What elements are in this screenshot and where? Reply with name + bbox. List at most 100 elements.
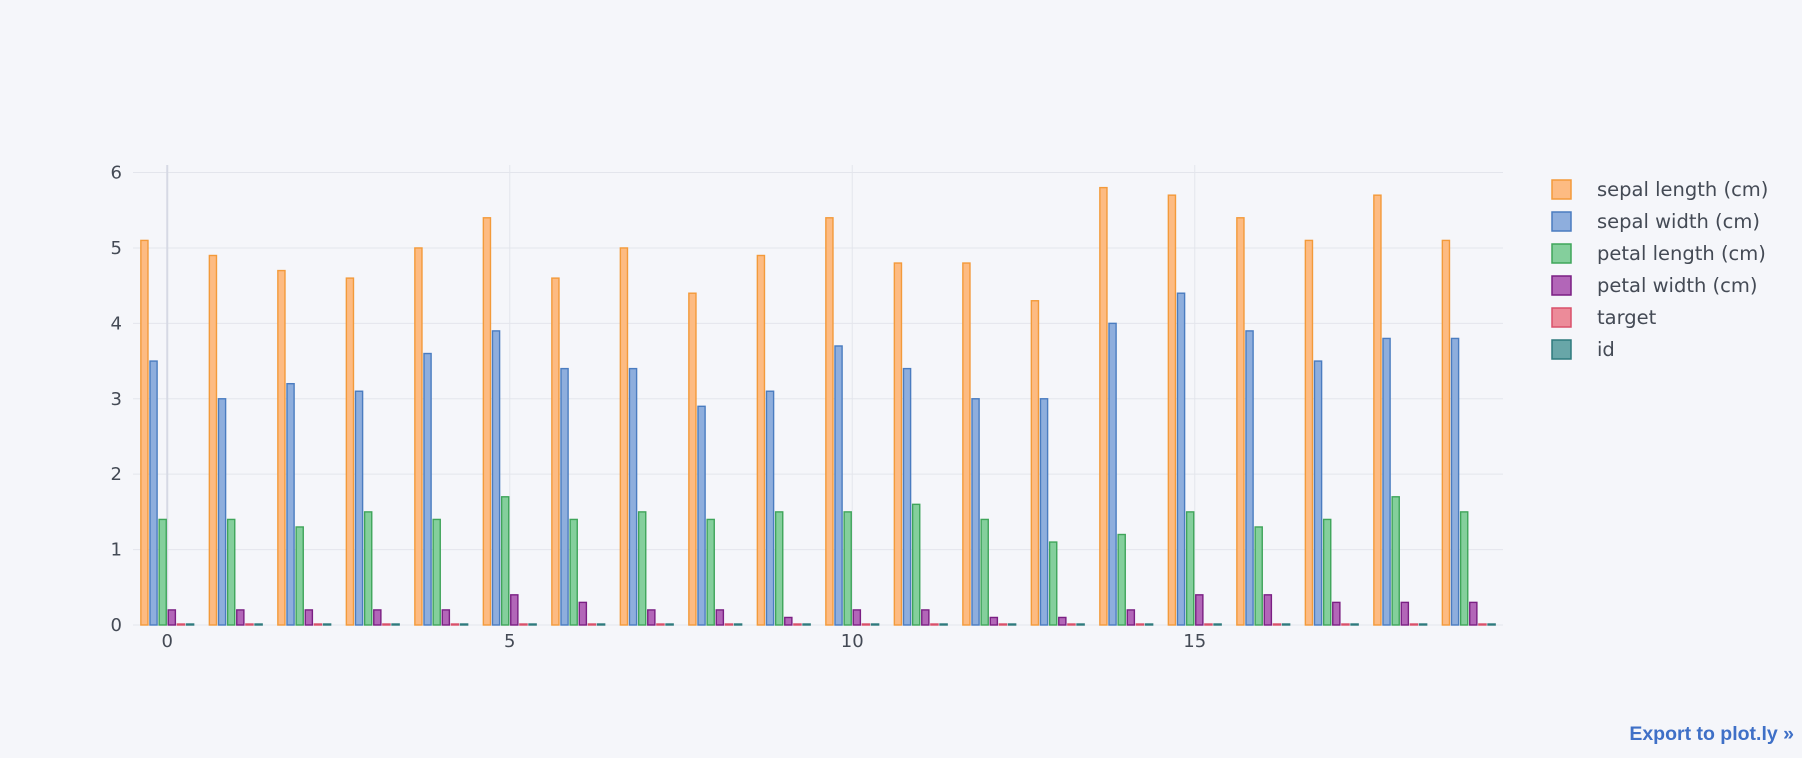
bar <box>500 496 510 626</box>
bar <box>1067 623 1076 626</box>
bar <box>1332 601 1341 626</box>
bar <box>628 367 638 626</box>
bar <box>1459 511 1469 626</box>
bar <box>208 254 218 626</box>
bar <box>1469 601 1478 626</box>
bar <box>1204 623 1213 626</box>
y-tick-label: 1 <box>111 540 122 561</box>
bar <box>930 623 939 626</box>
bar <box>596 623 606 626</box>
bar <box>149 360 158 626</box>
legend-swatch <box>1551 275 1572 296</box>
bar <box>226 518 236 626</box>
bar <box>688 292 697 626</box>
bar <box>1487 623 1496 626</box>
bar <box>354 390 364 626</box>
bar <box>441 609 451 626</box>
bar <box>1341 623 1350 626</box>
bar <box>1478 623 1487 626</box>
bar <box>921 609 930 626</box>
y-tick-label: 3 <box>111 389 122 410</box>
bar <box>1048 541 1058 626</box>
legend-swatch <box>1551 243 1572 264</box>
bar <box>665 623 674 626</box>
y-tick-label: 5 <box>111 238 122 259</box>
bar <box>1126 609 1136 626</box>
bar <box>1058 616 1067 626</box>
bar <box>939 623 948 626</box>
bar <box>724 623 734 626</box>
bar <box>1213 623 1222 626</box>
bar <box>482 217 492 626</box>
y-axis-ticks: 0 1 2 3 4 5 6 <box>111 163 122 636</box>
bar <box>528 623 537 626</box>
bar <box>1263 594 1273 626</box>
x-gridlines <box>166 165 1196 625</box>
bar <box>733 623 743 626</box>
x-tick-label: 15 <box>1183 631 1206 652</box>
bar <box>774 511 784 626</box>
bar <box>363 511 373 626</box>
bar <box>578 601 588 626</box>
y-tick-label: 2 <box>111 464 122 485</box>
bar <box>1167 194 1177 626</box>
bar <box>551 277 560 626</box>
bar <box>1076 623 1085 626</box>
bar <box>834 345 843 626</box>
legend-item[interactable]: id <box>1551 338 1615 361</box>
bar <box>697 405 706 626</box>
bar <box>345 277 355 626</box>
bar <box>245 623 254 626</box>
bar <box>1382 337 1391 626</box>
bar <box>619 247 629 626</box>
x-axis-ticks: 0 5 10 15 <box>162 631 1207 652</box>
legend-item[interactable]: sepal width (cm) <box>1551 210 1760 233</box>
legend: sepal length (cm) sepal width (cm) petal l… <box>1551 178 1768 361</box>
bar <box>185 623 195 626</box>
export-to-plotly-link[interactable]: Export to plot.ly » <box>1629 723 1794 745</box>
bar <box>765 390 775 626</box>
bar <box>1400 601 1410 626</box>
bar <box>971 398 980 626</box>
bar <box>1441 239 1451 626</box>
bars <box>140 186 1496 626</box>
bar <box>569 518 578 626</box>
bar <box>322 623 332 626</box>
y-tick-label: 4 <box>111 313 122 334</box>
bar <box>510 594 519 626</box>
bar <box>1135 623 1145 626</box>
bar <box>715 609 725 626</box>
bar <box>286 382 295 626</box>
bar <box>587 623 597 626</box>
y-gridlines <box>133 172 1503 626</box>
legend-item[interactable]: petal width (cm) <box>1551 274 1757 297</box>
bar <box>313 623 323 626</box>
bar <box>176 623 186 626</box>
y-tick-label: 0 <box>111 615 122 636</box>
bar <box>277 269 286 626</box>
bar <box>167 609 177 626</box>
bar <box>1099 186 1108 626</box>
legend-item[interactable]: target <box>1551 306 1657 329</box>
legend-label: sepal length (cm) <box>1597 178 1768 201</box>
bar <box>962 262 971 626</box>
bar <box>1322 518 1332 626</box>
bar <box>843 511 852 626</box>
bar <box>236 609 245 626</box>
bar <box>1195 594 1204 626</box>
bar <box>1185 511 1195 626</box>
bar <box>647 609 656 626</box>
bar <box>382 623 391 626</box>
legend-label: id <box>1597 338 1615 361</box>
legend-item[interactable]: sepal length (cm) <box>1551 178 1768 201</box>
x-tick-label: 10 <box>841 631 864 652</box>
bar <box>217 398 227 626</box>
bar <box>784 616 793 626</box>
bar <box>802 623 811 626</box>
x-tick-label: 5 <box>504 631 515 652</box>
bar <box>1409 623 1419 626</box>
bar <box>1254 526 1263 626</box>
bar <box>450 623 460 626</box>
legend-item[interactable]: petal length (cm) <box>1551 242 1766 265</box>
